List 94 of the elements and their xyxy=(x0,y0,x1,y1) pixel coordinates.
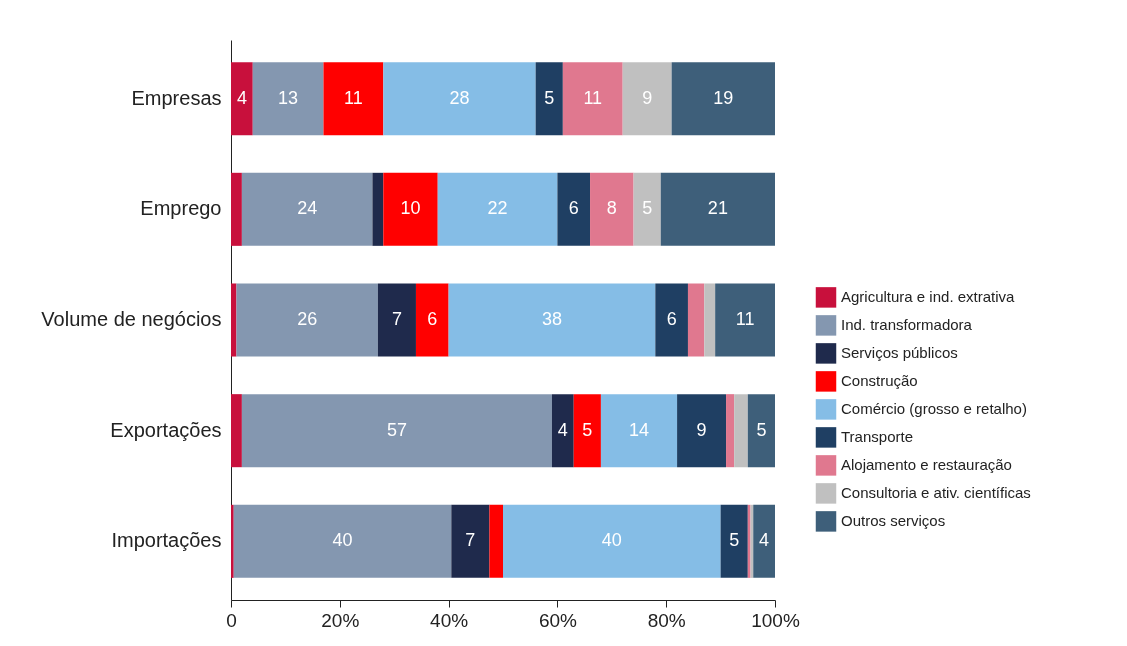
legend-label: Comércio (grosso e retalho) xyxy=(841,400,1027,418)
data-label: 9 xyxy=(696,419,707,440)
legend-label: Serviços públicos xyxy=(841,344,958,362)
data-label: 38 xyxy=(541,309,562,329)
bar xyxy=(383,62,536,136)
data-label: 10 xyxy=(400,198,421,219)
bar xyxy=(720,504,748,578)
data-label: 7 xyxy=(391,309,402,329)
data-label: 14 xyxy=(628,419,650,440)
data-label: 5 xyxy=(756,419,767,440)
bar xyxy=(231,283,237,357)
legend-label: Transporte xyxy=(841,428,913,446)
data-label: 7 xyxy=(465,530,476,551)
data-label: 22 xyxy=(487,198,508,219)
data-label: 5 xyxy=(729,530,740,551)
bar xyxy=(231,394,242,468)
legend-label: Alojamento e restauração xyxy=(841,456,1012,474)
bar xyxy=(451,504,490,578)
x-tick-label: 40% xyxy=(430,609,469,631)
x-tick-label: 0 xyxy=(226,609,237,631)
bar xyxy=(660,172,775,246)
bar xyxy=(415,283,449,357)
legend-label: Ind. transformadora xyxy=(841,316,973,334)
data-label: 8 xyxy=(606,198,617,219)
bar xyxy=(590,172,634,246)
bar xyxy=(231,504,234,578)
bar xyxy=(734,394,748,468)
legend-label: Agricultura e ind. extrativa xyxy=(841,288,1016,306)
bar xyxy=(715,283,775,357)
bar xyxy=(236,283,378,357)
data-label: 40 xyxy=(332,530,353,551)
data-label: 24 xyxy=(297,198,318,219)
bar xyxy=(600,394,678,468)
data-label: 57 xyxy=(386,419,407,440)
y-tick-label: Empresas xyxy=(131,86,222,109)
y-tick-label: Importações xyxy=(111,529,222,552)
data-label: 26 xyxy=(297,309,318,329)
bar xyxy=(231,172,242,246)
data-label: 9 xyxy=(642,87,653,108)
bar xyxy=(687,283,705,357)
bar xyxy=(655,283,688,357)
bar xyxy=(489,504,503,578)
bar xyxy=(437,172,558,246)
data-label: 6 xyxy=(427,309,438,329)
bar xyxy=(704,283,716,357)
bar xyxy=(252,62,324,136)
bar xyxy=(377,283,416,357)
bar xyxy=(233,504,452,578)
data-label: 6 xyxy=(568,198,579,219)
bar xyxy=(622,62,672,136)
data-label: 19 xyxy=(713,87,734,108)
bar xyxy=(503,504,721,578)
bar xyxy=(677,394,727,468)
bar xyxy=(535,62,563,136)
data-label: 40 xyxy=(601,530,622,551)
bar xyxy=(557,172,591,246)
x-tick-label: 80% xyxy=(647,609,686,631)
data-label: 13 xyxy=(278,87,299,108)
bar xyxy=(573,394,601,468)
bar xyxy=(448,283,656,357)
bar xyxy=(241,394,552,468)
bar xyxy=(551,394,574,468)
data-label: 11 xyxy=(344,87,363,108)
bar xyxy=(372,172,384,246)
bar xyxy=(562,62,623,136)
bar xyxy=(747,394,775,468)
bar xyxy=(633,172,661,246)
data-label: 28 xyxy=(449,87,470,108)
bar xyxy=(383,172,438,246)
bar xyxy=(323,62,384,136)
y-tick-label: Exportações xyxy=(110,418,222,441)
y-tick-label: Emprego xyxy=(140,197,222,220)
data-label: 5 xyxy=(642,198,653,219)
data-label: 4 xyxy=(557,419,568,440)
data-label: 5 xyxy=(582,419,593,440)
data-label: 4 xyxy=(759,530,770,551)
x-tick-label: 20% xyxy=(321,609,360,631)
legend-label: Construção xyxy=(841,372,918,390)
bar xyxy=(231,62,253,136)
x-tick-label: 100% xyxy=(751,609,800,631)
data-label: 11 xyxy=(583,87,603,108)
data-label: 5 xyxy=(544,87,555,108)
data-label: 4 xyxy=(236,87,247,108)
data-label: 6 xyxy=(666,309,677,329)
legend-label: Consultoria e ativ. científicas xyxy=(841,484,1031,502)
bar xyxy=(726,394,735,468)
data-label: 21 xyxy=(707,198,728,219)
y-tick-label: Volume de negócios xyxy=(41,308,222,330)
bar xyxy=(671,62,775,136)
legend-label: Outros serviços xyxy=(841,512,946,530)
bar xyxy=(753,504,775,578)
x-tick-label: 60% xyxy=(538,609,578,631)
bar xyxy=(241,172,373,246)
data-label: 11 xyxy=(735,309,755,329)
